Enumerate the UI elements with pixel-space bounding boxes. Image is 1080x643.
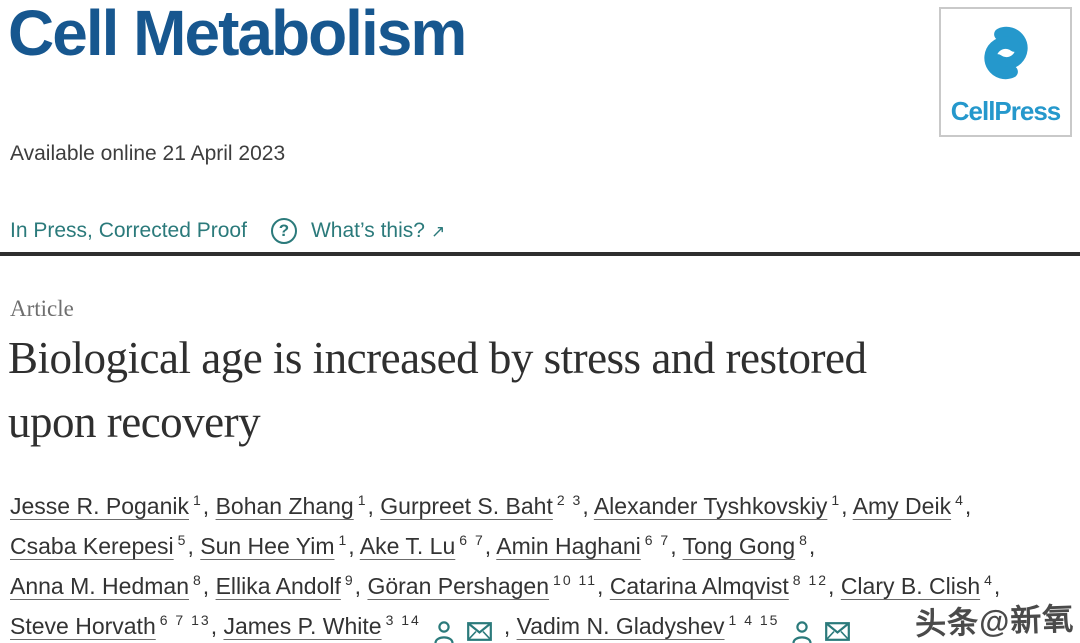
author-name-link[interactable]: Ake T. Lu bbox=[359, 533, 456, 559]
author-name-link[interactable]: Sun Hee Yim bbox=[200, 533, 335, 559]
author-affiliation-superscript[interactable]: 9 bbox=[344, 572, 355, 589]
cellpress-logo-text: CellPress bbox=[950, 96, 1062, 126]
author: Amin Haghani 6 7 bbox=[496, 533, 670, 559]
question-icon[interactable]: ? bbox=[270, 218, 297, 244]
author: Gurpreet S. Baht 2 3 bbox=[380, 493, 582, 519]
author-name-link[interactable]: Anna M. Hedman bbox=[10, 573, 189, 599]
author-affiliation-superscript[interactable]: 4 bbox=[955, 492, 965, 509]
author-name-link[interactable]: Steve Horvath bbox=[10, 613, 156, 639]
author-affiliation-superscript[interactable]: 1 4 15 bbox=[728, 612, 780, 629]
author-name-link[interactable]: James P. White bbox=[223, 613, 382, 639]
author-name-link[interactable]: Gurpreet S. Baht bbox=[380, 493, 553, 519]
author: Csaba Kerepesi 5 bbox=[10, 533, 187, 559]
author-affiliation-superscript[interactable]: 8 bbox=[192, 572, 203, 589]
author: Sun Hee Yim 1 bbox=[200, 533, 348, 559]
whats-this-link[interactable]: What’s this? ↗ bbox=[311, 219, 445, 243]
divider bbox=[0, 252, 1080, 256]
article-type-label: Article bbox=[10, 296, 74, 321]
author-affiliation-superscript[interactable]: 10 11 bbox=[553, 572, 598, 589]
author: Amy Deik 4 bbox=[853, 493, 965, 519]
status-row: In Press, Corrected Proof ? What’s this?… bbox=[10, 218, 445, 244]
author-name-link[interactable]: Amin Haghani bbox=[496, 533, 641, 559]
author-name-link[interactable]: Jesse R. Poganik bbox=[10, 493, 189, 519]
author-affiliation-superscript[interactable]: 6 7 bbox=[644, 532, 671, 549]
author-name-link[interactable]: Ellika Andolf bbox=[215, 573, 341, 599]
author-affiliation-superscript[interactable]: 4 bbox=[984, 572, 994, 589]
journal-title-logo: Cell Metabolism bbox=[8, 0, 467, 69]
author: Jesse R. Poganik 1 bbox=[10, 493, 203, 519]
author-affiliation-superscript[interactable]: 3 14 bbox=[385, 612, 421, 629]
author: Ellika Andolf 9 bbox=[216, 573, 355, 599]
author: Göran Pershagen 10 11 bbox=[367, 573, 597, 599]
watermark: 头条@新氧 bbox=[914, 601, 1075, 642]
envelope-icon[interactable] bbox=[466, 622, 492, 642]
author-affiliation-superscript[interactable]: 1 bbox=[831, 492, 842, 509]
person-icon[interactable] bbox=[791, 620, 813, 643]
author-affiliation-superscript[interactable]: 1 bbox=[192, 492, 203, 509]
author-name-link[interactable]: Tong Gong bbox=[682, 533, 796, 559]
author-name-link[interactable]: Alexander Tyshkovskiy bbox=[593, 493, 828, 519]
author-affiliation-superscript[interactable]: 6 7 bbox=[459, 532, 485, 549]
author-name-link[interactable]: Bohan Zhang bbox=[215, 493, 354, 519]
cellpress-cells-icon bbox=[983, 26, 1028, 80]
envelope-icon[interactable] bbox=[825, 622, 851, 642]
status-badge: In Press, Corrected Proof bbox=[10, 219, 247, 242]
author-name-link[interactable]: Csaba Kerepesi bbox=[10, 533, 174, 559]
author: Vadim N. Gladyshev 1 4 15 bbox=[516, 612, 863, 643]
cellpress-logo: CellPress bbox=[939, 7, 1072, 137]
author: Steve Horvath 6 7 13 bbox=[10, 613, 211, 639]
author-affiliation-superscript[interactable]: 8 12 bbox=[792, 572, 829, 589]
author: James P. White 3 14 bbox=[223, 612, 503, 643]
author-list: Jesse R. Poganik 1, Bohan Zhang 1, Gurpree… bbox=[10, 486, 1070, 643]
whats-this-label: What’s this? bbox=[310, 219, 425, 242]
person-icon[interactable] bbox=[433, 620, 455, 643]
author-affiliation-superscript[interactable]: 2 3 bbox=[556, 492, 583, 509]
author: Alexander Tyshkovskiy 1 bbox=[594, 493, 841, 519]
author: Tong Gong 8 bbox=[683, 533, 809, 559]
author-affiliation-superscript[interactable]: 5 bbox=[177, 532, 188, 549]
author: Ake T. Lu 6 7 bbox=[360, 533, 485, 559]
author-name-link[interactable]: Amy Deik bbox=[852, 493, 952, 519]
author-contact-icons bbox=[433, 610, 504, 643]
author: Anna M. Hedman 8 bbox=[10, 573, 203, 599]
author-name-link[interactable]: Vadim N. Gladyshev bbox=[516, 613, 725, 639]
author-contact-icons bbox=[791, 610, 862, 643]
external-link-icon: ↗ bbox=[430, 222, 446, 241]
author: Clary B. Clish 4 bbox=[841, 573, 994, 599]
author-affiliation-superscript[interactable]: 1 bbox=[357, 492, 368, 509]
author-name-link[interactable]: Göran Pershagen bbox=[367, 573, 550, 599]
available-online-date: Available online 21 April 2023 bbox=[10, 142, 286, 165]
author-affiliation-superscript[interactable]: 8 bbox=[799, 532, 809, 549]
author: Bohan Zhang 1 bbox=[216, 493, 368, 519]
author-name-link[interactable]: Clary B. Clish bbox=[840, 573, 981, 599]
author: Catarina Almqvist 8 12 bbox=[610, 573, 828, 599]
author-affiliation-superscript[interactable]: 6 7 13 bbox=[159, 612, 211, 629]
author-name-link[interactable]: Catarina Almqvist bbox=[609, 573, 789, 599]
author-affiliation-superscript[interactable]: 1 bbox=[338, 532, 349, 549]
article-title: Biological age is increased by stress an… bbox=[8, 333, 867, 447]
